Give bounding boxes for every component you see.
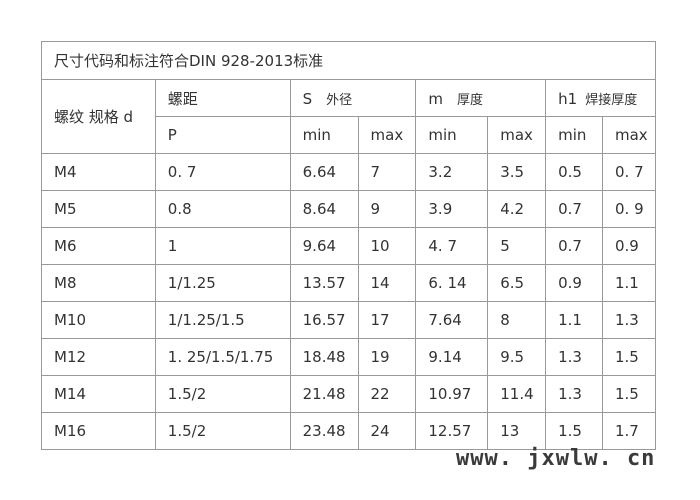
table-cell: 1.3 bbox=[602, 301, 656, 339]
table-cell: 8 bbox=[487, 301, 547, 339]
table-cell: 3.2 bbox=[415, 153, 489, 191]
table-cell: 6.64 bbox=[289, 153, 359, 191]
table-cell: 1.5 bbox=[602, 375, 656, 413]
table-cell: 14 bbox=[357, 264, 417, 302]
table-cell: 18.48 bbox=[289, 338, 359, 376]
table-cell: 1.3 bbox=[545, 375, 603, 413]
table-cell: 6.5 bbox=[487, 264, 547, 302]
table-cell: 0.9 bbox=[545, 264, 603, 302]
table-cell: 0.8 bbox=[154, 190, 291, 228]
table-cell: M4 bbox=[41, 153, 156, 191]
table-cell: 1.5/2 bbox=[154, 412, 291, 450]
table-row: M10 1/1.25/1.5 16.57 17 7.64 8 1.1 1.3 bbox=[41, 301, 656, 339]
header-h1-label: h1 bbox=[558, 89, 578, 108]
header-s-label: S bbox=[302, 89, 313, 108]
table-cell: 12.57 bbox=[415, 412, 489, 450]
table-cell: 0. 7 bbox=[602, 153, 656, 191]
header-h1-desc: 焊接厚度 bbox=[585, 92, 638, 108]
header-m-desc: 厚度 bbox=[457, 92, 484, 108]
table-row: M6 1 9.64 10 4. 7 5 0.7 0.9 bbox=[41, 227, 656, 265]
table-cell: 1/1.25/1.5 bbox=[154, 301, 291, 339]
table-cell: 11.4 bbox=[487, 375, 547, 413]
table-cell: 1/1.25 bbox=[154, 264, 291, 302]
table-cell: M10 bbox=[41, 301, 156, 339]
table-cell: 9.14 bbox=[415, 338, 489, 376]
table-cell: 9 bbox=[357, 190, 417, 228]
table-cell: 4. 7 bbox=[415, 227, 489, 265]
table-cell: M14 bbox=[41, 375, 156, 413]
header-min: min bbox=[545, 116, 603, 154]
header-thread: 螺纹 规格 d bbox=[41, 79, 156, 154]
table-cell: 23.48 bbox=[289, 412, 359, 450]
table-row: M16 1.5/2 23.48 24 12.57 13 1.5 1.7 bbox=[41, 412, 656, 450]
spec-table: 尺寸代码和标注符合DIN 928-2013标准 螺纹 规格 d 螺距 S 外径 m… bbox=[41, 41, 656, 450]
header-pitch-p: P bbox=[154, 116, 291, 154]
table-cell: 1.7 bbox=[602, 412, 656, 450]
table-cell: 1.1 bbox=[602, 264, 656, 302]
table-cell: M6 bbox=[41, 227, 156, 265]
table-cell: 1.5/2 bbox=[154, 375, 291, 413]
table-cell: 3.5 bbox=[487, 153, 547, 191]
table-cell: 16.57 bbox=[289, 301, 359, 339]
table-cell: M16 bbox=[41, 412, 156, 450]
header-pitch: 螺距 bbox=[154, 79, 291, 117]
table-cell: 10.97 bbox=[415, 375, 489, 413]
table-cell: 0.9 bbox=[602, 227, 656, 265]
header-m: m 厚度 bbox=[415, 79, 547, 117]
header-max: max bbox=[487, 116, 547, 154]
table-cell: 4.2 bbox=[487, 190, 547, 228]
table-cell: 7 bbox=[357, 153, 417, 191]
table-row: M12 1. 25/1.5/1.75 18.48 19 9.14 9.5 1.3 1.5 bbox=[41, 338, 656, 376]
header-m-label: m bbox=[428, 89, 444, 108]
table-cell: 1. 25/1.5/1.75 bbox=[154, 338, 291, 376]
table-cell: 0.7 bbox=[545, 227, 603, 265]
table-cell: 13 bbox=[487, 412, 547, 450]
table-cell: M5 bbox=[41, 190, 156, 228]
table-cell: 1.5 bbox=[602, 338, 656, 376]
table-title: 尺寸代码和标注符合DIN 928-2013标准 bbox=[41, 41, 656, 80]
table-cell: 21.48 bbox=[289, 375, 359, 413]
table-cell: 24 bbox=[357, 412, 417, 450]
table-cell: M8 bbox=[41, 264, 156, 302]
table-cell: 1.5 bbox=[545, 412, 603, 450]
table-cell: 8.64 bbox=[289, 190, 359, 228]
table-row: M4 0. 7 6.64 7 3.2 3.5 0.5 0. 7 bbox=[41, 153, 656, 191]
header-s-desc: 外径 bbox=[326, 92, 353, 108]
table-cell: 1.3 bbox=[545, 338, 603, 376]
table-cell: 19 bbox=[357, 338, 417, 376]
watermark: www. jxwlw. cn bbox=[456, 446, 656, 471]
table-cell: 9.64 bbox=[289, 227, 359, 265]
table-cell: 17 bbox=[357, 301, 417, 339]
table-row: M8 1/1.25 13.57 14 6. 14 6.5 0.9 1.1 bbox=[41, 264, 656, 302]
table-cell: 3.9 bbox=[415, 190, 489, 228]
table-cell: 0. 7 bbox=[154, 153, 291, 191]
header-h1: h1 焊接厚度 bbox=[545, 79, 656, 117]
table-cell: 0. 9 bbox=[602, 190, 656, 228]
table-row: M5 0.8 8.64 9 3.9 4.2 0.7 0. 9 bbox=[41, 190, 656, 228]
table-cell: 5 bbox=[487, 227, 547, 265]
table-cell: 0.7 bbox=[545, 190, 603, 228]
header-min: min bbox=[415, 116, 489, 154]
header-s: S 外径 bbox=[289, 79, 417, 117]
header-max: max bbox=[602, 116, 656, 154]
table-cell: 0.5 bbox=[545, 153, 603, 191]
header-min: min bbox=[289, 116, 359, 154]
table-cell: 10 bbox=[357, 227, 417, 265]
table-cell: 9.5 bbox=[487, 338, 547, 376]
table-row: M14 1.5/2 21.48 22 10.97 11.4 1.3 1.5 bbox=[41, 375, 656, 413]
table-cell: 13.57 bbox=[289, 264, 359, 302]
table-cell: 1 bbox=[154, 227, 291, 265]
table-cell: 7.64 bbox=[415, 301, 489, 339]
table-cell: 22 bbox=[357, 375, 417, 413]
table-cell: 1.1 bbox=[545, 301, 603, 339]
table-cell: 6. 14 bbox=[415, 264, 489, 302]
header-max: max bbox=[357, 116, 417, 154]
table-cell: M12 bbox=[41, 338, 156, 376]
